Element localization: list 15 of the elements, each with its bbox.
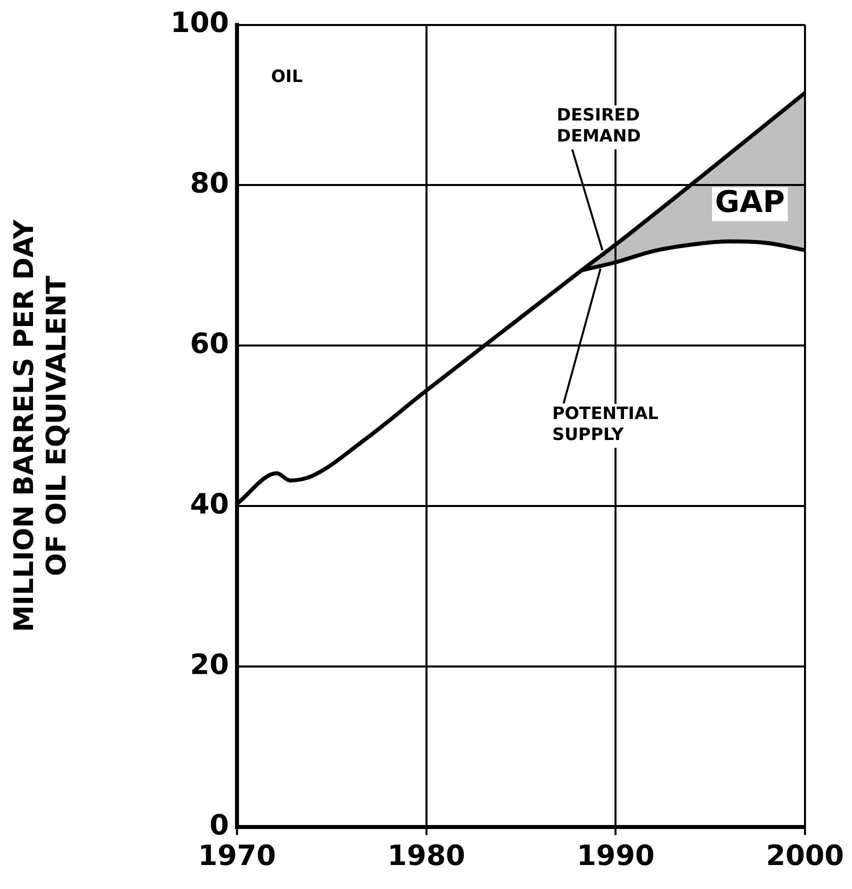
x-tick-label: 1980 (387, 839, 466, 872)
x-tick-label: 2000 (766, 839, 844, 872)
y-tick-label: 0 (210, 808, 229, 842)
y-tick-label: 40 (190, 487, 229, 520)
y-tick-label: 80 (190, 166, 229, 200)
annotation: GAP (714, 185, 785, 220)
annotation: DESIRED DEMAND (556, 105, 641, 146)
y-tick-label: 60 (190, 326, 229, 360)
y-tick-label: 100 (170, 6, 229, 40)
y-axis-title: MILLION BARRELS PER DAY OF OIL EQUIVALENT (9, 219, 73, 632)
y-tick-label: 20 (190, 648, 229, 681)
x-tick-label: 1990 (576, 839, 655, 872)
annotation: OIL (271, 66, 303, 87)
annotation: POTENTIAL SUPPLY (552, 404, 659, 445)
x-tick-label: 1970 (198, 839, 276, 872)
